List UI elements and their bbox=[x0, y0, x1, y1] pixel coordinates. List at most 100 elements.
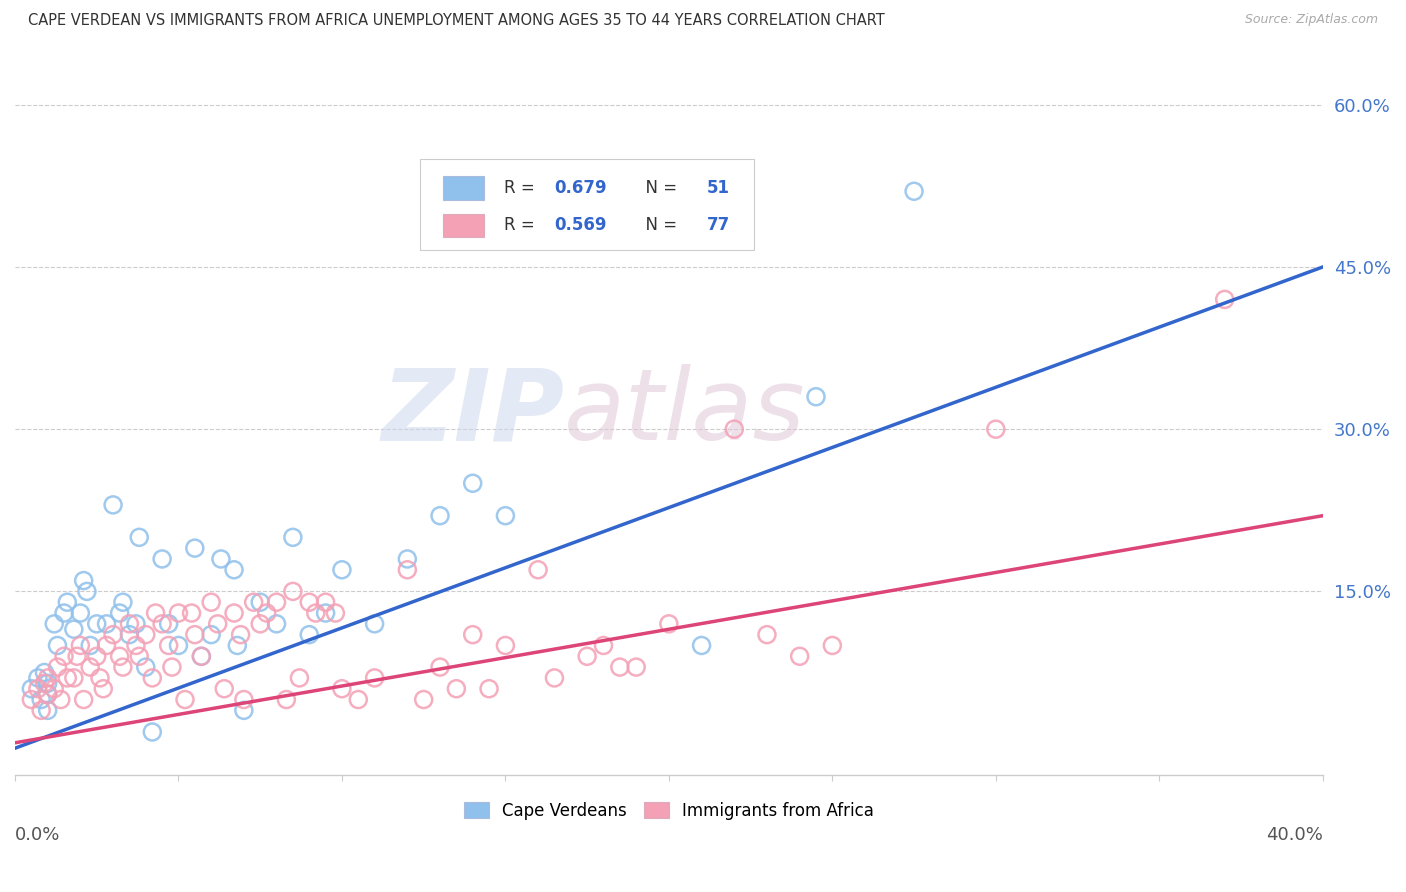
Point bbox=[37, 687, 59, 701]
Point bbox=[86, 616, 108, 631]
Text: atlas: atlas bbox=[564, 365, 806, 461]
Point bbox=[34, 665, 56, 680]
Point bbox=[232, 692, 254, 706]
Point bbox=[73, 692, 96, 706]
Point bbox=[30, 703, 52, 717]
Point bbox=[298, 595, 321, 609]
Text: 0.569: 0.569 bbox=[554, 217, 606, 235]
Point bbox=[37, 671, 59, 685]
Point bbox=[478, 681, 501, 696]
Point bbox=[167, 639, 190, 653]
Point bbox=[73, 574, 96, 588]
Point bbox=[690, 639, 713, 653]
Point bbox=[494, 639, 516, 653]
Point bbox=[150, 552, 173, 566]
Text: 0.0%: 0.0% bbox=[15, 826, 60, 844]
Point bbox=[141, 671, 163, 685]
Point bbox=[20, 692, 42, 706]
Point bbox=[96, 616, 118, 631]
Point bbox=[298, 627, 321, 641]
Point bbox=[200, 627, 222, 641]
Point bbox=[86, 649, 108, 664]
Point bbox=[325, 606, 347, 620]
Point bbox=[363, 671, 385, 685]
Text: Source: ZipAtlas.com: Source: ZipAtlas.com bbox=[1244, 13, 1378, 27]
Point bbox=[108, 649, 131, 664]
FancyBboxPatch shape bbox=[420, 160, 754, 250]
Point bbox=[461, 476, 484, 491]
Point bbox=[79, 639, 101, 653]
Point bbox=[141, 725, 163, 739]
Text: ZIP: ZIP bbox=[381, 365, 564, 461]
Point bbox=[330, 563, 353, 577]
Point bbox=[37, 687, 59, 701]
Point bbox=[527, 563, 550, 577]
Point bbox=[543, 671, 565, 685]
Point bbox=[79, 660, 101, 674]
Point bbox=[125, 616, 148, 631]
Point bbox=[157, 616, 180, 631]
Point bbox=[89, 671, 111, 685]
Point bbox=[446, 681, 468, 696]
Point bbox=[160, 660, 183, 674]
Point bbox=[276, 692, 298, 706]
Point bbox=[53, 649, 76, 664]
Text: CAPE VERDEAN VS IMMIGRANTS FROM AFRICA UNEMPLOYMENT AMONG AGES 35 TO 44 YEARS CO: CAPE VERDEAN VS IMMIGRANTS FROM AFRICA U… bbox=[28, 13, 884, 29]
Point bbox=[249, 595, 271, 609]
Point bbox=[755, 627, 778, 641]
Point bbox=[984, 422, 1007, 436]
Text: 0.679: 0.679 bbox=[554, 179, 606, 197]
Point bbox=[429, 508, 451, 523]
Point bbox=[226, 639, 249, 653]
Point bbox=[101, 627, 124, 641]
Point bbox=[37, 676, 59, 690]
Point bbox=[118, 627, 141, 641]
Point bbox=[658, 616, 681, 631]
Legend: Cape Verdeans, Immigrants from Africa: Cape Verdeans, Immigrants from Africa bbox=[458, 797, 879, 825]
Point bbox=[49, 692, 72, 706]
Point bbox=[128, 649, 150, 664]
Point bbox=[723, 422, 745, 436]
Point bbox=[207, 616, 229, 631]
Point bbox=[30, 692, 52, 706]
Point bbox=[184, 541, 207, 556]
Point bbox=[174, 692, 197, 706]
Point bbox=[91, 681, 114, 696]
Point bbox=[111, 660, 134, 674]
Point bbox=[46, 660, 69, 674]
Text: R =: R = bbox=[505, 217, 540, 235]
Point bbox=[63, 622, 86, 636]
Point bbox=[804, 390, 827, 404]
Point bbox=[641, 206, 664, 220]
Point bbox=[249, 616, 271, 631]
Point bbox=[576, 649, 599, 664]
Text: R =: R = bbox=[505, 179, 540, 197]
Point bbox=[821, 639, 844, 653]
Point bbox=[315, 595, 337, 609]
Point bbox=[20, 681, 42, 696]
Point bbox=[63, 671, 86, 685]
Point bbox=[69, 639, 91, 653]
Point bbox=[592, 639, 614, 653]
Point bbox=[76, 584, 98, 599]
Point bbox=[190, 649, 212, 664]
Text: N =: N = bbox=[636, 217, 682, 235]
Point bbox=[27, 671, 49, 685]
Point bbox=[56, 671, 79, 685]
Point bbox=[281, 530, 304, 544]
Point bbox=[281, 584, 304, 599]
Point bbox=[229, 627, 252, 641]
Point bbox=[461, 627, 484, 641]
FancyBboxPatch shape bbox=[443, 214, 485, 237]
Point bbox=[53, 606, 76, 620]
Point bbox=[44, 681, 66, 696]
Point bbox=[128, 530, 150, 544]
Point bbox=[222, 606, 245, 620]
Point bbox=[69, 606, 91, 620]
Point bbox=[135, 660, 157, 674]
Point bbox=[190, 649, 212, 664]
Point bbox=[212, 681, 235, 696]
Point bbox=[789, 649, 811, 664]
Text: 77: 77 bbox=[707, 217, 730, 235]
Text: 40.0%: 40.0% bbox=[1265, 826, 1323, 844]
